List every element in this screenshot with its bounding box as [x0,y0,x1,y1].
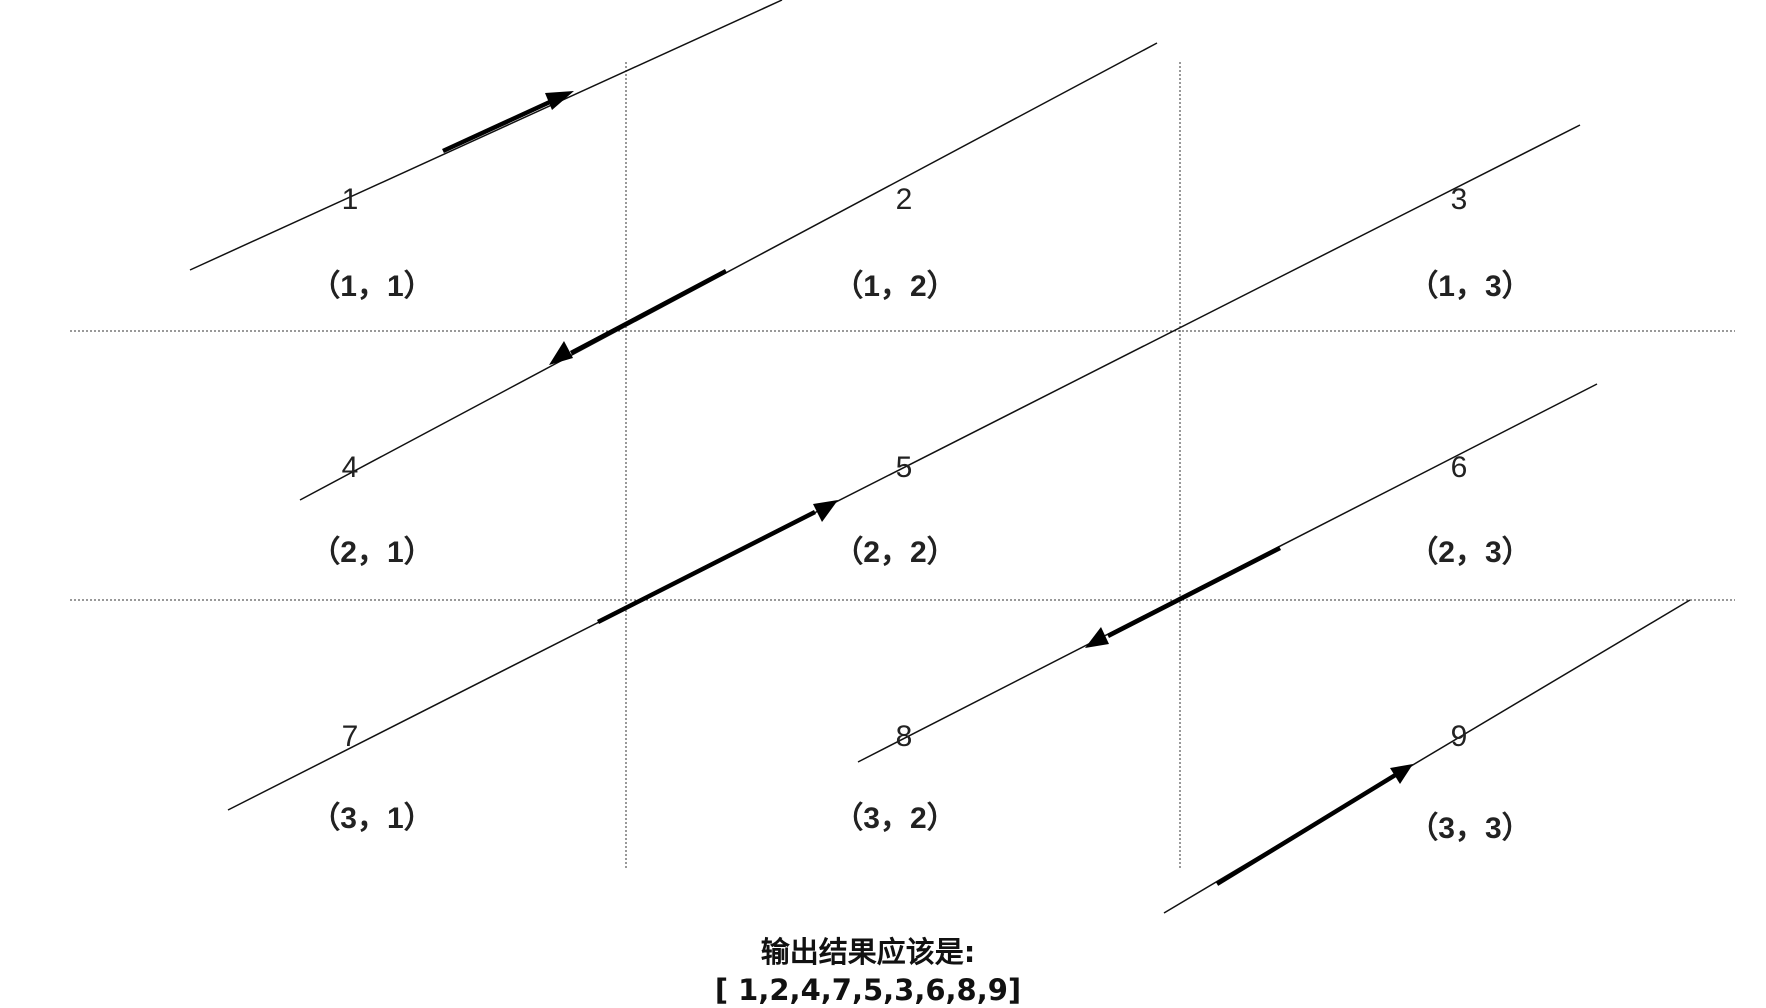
direction-arrow-5 [1215,764,1413,886]
result-title: 输出结果应该是: [761,935,976,969]
cell-number-9: 9 [1451,720,1468,753]
cell-number-4: 4 [342,451,359,484]
cell-coord-8: （3，2） [833,801,956,835]
direction-arrow-3 [596,500,838,625]
result-value: [ 1,2,4,7,5,3,6,8,9] [715,973,1021,1007]
cell-coord-7: （3，1） [310,801,433,835]
cell-coord-2: （1，2） [833,269,956,303]
cell-coord-6: （2，3） [1408,535,1531,569]
cell-coord-3: （1，3） [1408,269,1531,303]
direction-arrow-4 [1085,545,1282,648]
cell-number-2: 2 [896,183,913,216]
cell-number-3: 3 [1451,183,1468,216]
cell-coord-5: （2，2） [833,535,956,569]
cell-number-5: 5 [896,451,913,484]
cell-coord-4: （2，1） [310,535,433,569]
cell-coord-9: （3，3） [1408,811,1531,845]
cell-coord-1: （1，1） [310,269,433,303]
diagonal-line-1 [189,0,783,271]
diagonal-line-3 [227,124,1581,811]
diagonal-line-2 [299,42,1158,501]
direction-arrow-1 [442,91,574,154]
direction-arrow-2 [549,269,728,365]
cell-number-8: 8 [896,720,913,753]
cell-number-1: 1 [342,183,359,216]
cell-number-6: 6 [1451,451,1468,484]
cell-number-7: 7 [342,720,359,753]
